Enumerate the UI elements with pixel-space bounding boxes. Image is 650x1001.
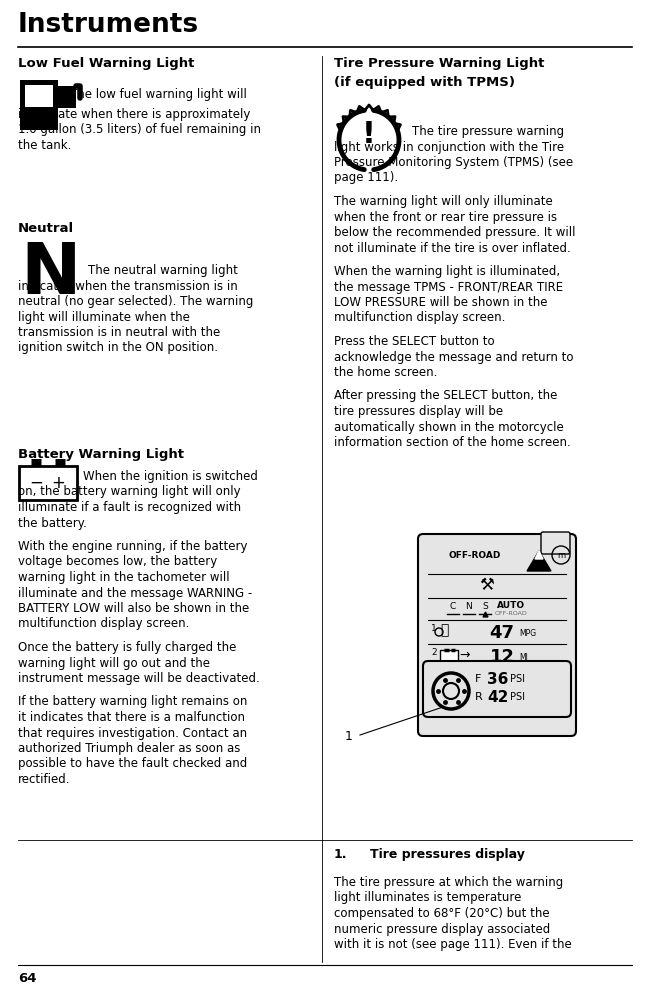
Text: light illuminates is temperature: light illuminates is temperature [334,892,521,905]
Text: voltage becomes low, the battery: voltage becomes low, the battery [18,556,217,569]
Text: The tire pressure at which the warning: The tire pressure at which the warning [334,876,564,889]
Text: illuminate when there is approximately: illuminate when there is approximately [18,108,250,121]
Text: compensated to 68°F (20°C) but the: compensated to 68°F (20°C) but the [334,907,550,920]
Text: indicates when the transmission is in: indicates when the transmission is in [18,279,238,292]
Text: authorized Triumph dealer as soon as: authorized Triumph dealer as soon as [18,742,240,755]
Text: illuminate and the message WARNING -: illuminate and the message WARNING - [18,587,252,600]
FancyBboxPatch shape [418,534,576,736]
Text: below the recommended pressure. It will: below the recommended pressure. It will [334,226,575,239]
Text: when the front or rear tire pressure is: when the front or rear tire pressure is [334,210,557,223]
Text: With the engine running, if the battery: With the engine running, if the battery [18,540,248,553]
Text: Instruments: Instruments [18,12,199,38]
Text: Tire Pressure Warning Light: Tire Pressure Warning Light [334,57,545,70]
FancyBboxPatch shape [440,650,458,661]
Text: instrument message will be deactivated.: instrument message will be deactivated. [18,672,260,685]
Text: When the ignition is switched: When the ignition is switched [83,470,258,483]
Text: multifunction display screen.: multifunction display screen. [18,618,189,631]
Text: 12: 12 [489,648,515,666]
Text: Low Fuel Warning Light: Low Fuel Warning Light [18,57,194,70]
Text: it indicates that there is a malfunction: it indicates that there is a malfunction [18,711,245,724]
Text: 1: 1 [431,624,437,633]
Text: tire pressures display will be: tire pressures display will be [334,405,503,418]
Text: N: N [20,240,81,309]
Text: the home screen.: the home screen. [334,366,437,379]
Text: information section of the home screen.: information section of the home screen. [334,436,571,449]
Text: BATTERY LOW will also be shown in the: BATTERY LOW will also be shown in the [18,602,249,615]
Text: Once the battery is fully charged the: Once the battery is fully charged the [18,641,237,654]
Text: →: → [459,649,469,662]
Text: light works in conjunction with the Tire: light works in conjunction with the Tire [334,140,564,153]
Text: 2: 2 [431,648,437,657]
Polygon shape [535,551,543,559]
Text: warning light will go out and the: warning light will go out and the [18,657,210,670]
Text: MPG: MPG [519,629,536,638]
Text: After pressing the SELECT button, the: After pressing the SELECT button, the [334,389,558,402]
Text: Tire pressures display: Tire pressures display [370,848,525,861]
Text: !: ! [362,120,376,149]
Text: The tire pressure warning: The tire pressure warning [412,125,564,138]
Text: 1.0 gallon (3.5 liters) of fuel remaining in: 1.0 gallon (3.5 liters) of fuel remainin… [18,123,261,136]
Text: ⚒: ⚒ [480,576,495,594]
Text: N: N [465,602,473,611]
Text: (if equipped with TPMS): (if equipped with TPMS) [334,76,515,89]
FancyBboxPatch shape [20,80,58,130]
FancyBboxPatch shape [25,85,53,107]
Text: +: + [51,474,65,492]
Text: multifunction display screen.: multifunction display screen. [334,311,506,324]
Text: −: − [29,474,43,492]
Text: illuminate if a fault is recognized with: illuminate if a fault is recognized with [18,500,241,514]
Text: acknowledge the message and return to: acknowledge the message and return to [334,350,573,363]
Text: ⛽: ⛽ [440,623,448,637]
Text: 64: 64 [18,972,36,985]
Polygon shape [527,551,551,571]
Text: 1.: 1. [334,848,348,861]
Text: LOW PRESSURE will be shown in the: LOW PRESSURE will be shown in the [334,296,547,309]
Text: the battery.: the battery. [18,517,87,530]
Text: Battery Warning Light: Battery Warning Light [18,448,184,461]
Text: 1: 1 [345,730,353,743]
Text: not illuminate if the tire is over inflated.: not illuminate if the tire is over infla… [334,241,571,254]
Text: S: S [482,602,488,611]
FancyBboxPatch shape [58,86,76,108]
FancyBboxPatch shape [19,466,77,500]
Text: 47: 47 [489,624,515,642]
Text: m: m [557,552,565,561]
Text: light will illuminate when the: light will illuminate when the [18,310,190,323]
Text: AUTO: AUTO [497,601,525,610]
Text: Press the SELECT button to: Press the SELECT button to [334,335,495,348]
Text: C: C [450,602,456,611]
Text: page 111).: page 111). [334,171,398,184]
Text: PSI: PSI [510,674,525,684]
Text: The neutral warning light: The neutral warning light [88,264,238,277]
Text: The low fuel warning light will: The low fuel warning light will [70,88,247,101]
Text: F: F [475,674,482,684]
Text: OFF-ROAD: OFF-ROAD [448,551,501,560]
Text: 36: 36 [487,672,508,687]
Text: numeric pressure display associated: numeric pressure display associated [334,923,551,936]
Text: on, the battery warning light will only: on, the battery warning light will only [18,485,240,498]
Text: rectified.: rectified. [18,773,70,786]
Text: The warning light will only illuminate: The warning light will only illuminate [334,195,552,208]
FancyBboxPatch shape [423,661,571,717]
Text: the tank.: the tank. [18,139,72,152]
Text: Neutral: Neutral [18,222,74,235]
Text: ignition switch in the ON position.: ignition switch in the ON position. [18,341,218,354]
Text: possible to have the fault checked and: possible to have the fault checked and [18,758,247,771]
Text: 42: 42 [487,690,508,705]
Text: the message TPMS - FRONT/REAR TIRE: the message TPMS - FRONT/REAR TIRE [334,280,563,293]
Text: Pressure Monitoring System (TPMS) (see: Pressure Monitoring System (TPMS) (see [334,156,573,169]
Text: warning light in the tachometer will: warning light in the tachometer will [18,571,229,584]
Text: R: R [475,692,483,702]
Text: automatically shown in the motorcycle: automatically shown in the motorcycle [334,420,564,433]
Text: When the warning light is illuminated,: When the warning light is illuminated, [334,265,560,278]
FancyBboxPatch shape [541,532,570,554]
Text: PSI: PSI [510,692,525,702]
Text: OFF-ROAD: OFF-ROAD [495,611,527,616]
Text: If the battery warning light remains on: If the battery warning light remains on [18,696,248,709]
Text: MI: MI [519,653,528,662]
Text: that requires investigation. Contact an: that requires investigation. Contact an [18,727,247,740]
Text: with it is not (see page 111). Even if the: with it is not (see page 111). Even if t… [334,938,572,951]
Text: neutral (no gear selected). The warning: neutral (no gear selected). The warning [18,295,253,308]
Text: transmission is in neutral with the: transmission is in neutral with the [18,326,220,339]
